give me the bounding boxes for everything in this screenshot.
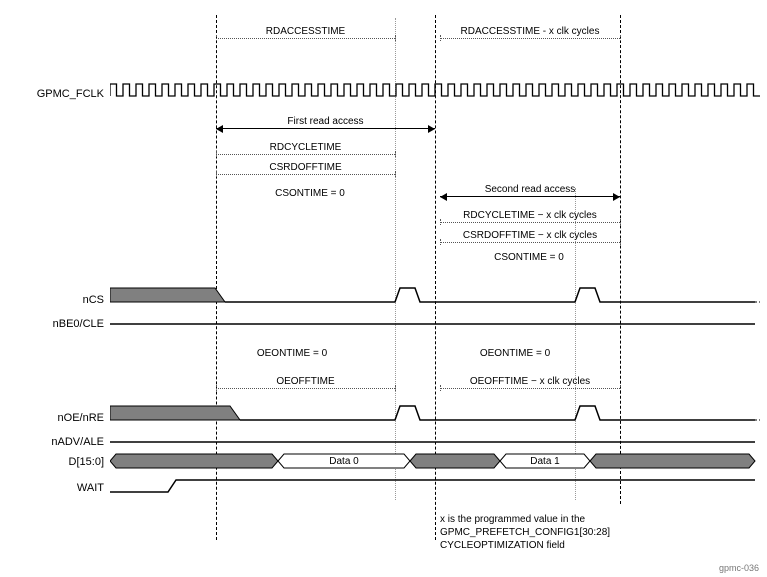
annot-11: OEONTIME = 0 xyxy=(444,348,586,359)
hdot-4 xyxy=(216,174,395,175)
figure-id: gpmc-036 xyxy=(719,563,759,573)
annot-7: RDCYCLETIME − x clk cycles xyxy=(440,210,620,221)
wave-nOEnRE xyxy=(110,404,760,426)
label-nCS: nCS xyxy=(0,294,110,306)
svg-text:Data 1: Data 1 xyxy=(530,456,560,467)
annot-6: Second read access xyxy=(440,184,620,195)
annot-2: First read access xyxy=(216,116,435,127)
label-D: D[15:0] xyxy=(0,456,110,468)
hdot-8 xyxy=(440,242,620,243)
arrow-2 xyxy=(216,128,435,129)
footer-note-2: CYCLEOPTIMIZATION field xyxy=(440,540,565,551)
svg-text:Data 0: Data 0 xyxy=(329,456,359,467)
annot-0: RDACCESSTIME xyxy=(216,26,395,37)
annot-3: RDCYCLETIME xyxy=(216,142,395,153)
footer-note-1: GPMC_PREFETCH_CONFIG1[30:28] xyxy=(440,527,610,538)
label-nBE0CLE: nBE0/CLE xyxy=(0,318,110,330)
hdot-3 xyxy=(216,154,395,155)
arrow-6 xyxy=(440,196,620,197)
annot-1: RDACCESSTIME - x clk cycles xyxy=(440,26,620,37)
annot-4: CSRDOFFTIME xyxy=(216,162,395,173)
wave-D: Data 0 Data 1 xyxy=(110,452,760,472)
label-WAIT: WAIT xyxy=(0,482,110,494)
label-nOEnRE: nOE/nRE xyxy=(0,412,110,424)
hdot-0 xyxy=(216,38,395,39)
annot-8: CSRDOFFTIME − x clk cycles xyxy=(440,230,620,241)
annot-10: OEONTIME = 0 xyxy=(222,348,362,359)
wave-WAIT xyxy=(110,476,760,496)
hdot-13 xyxy=(440,388,620,389)
label-nADVALE: nADV/ALE xyxy=(0,436,110,448)
hdot-7 xyxy=(440,222,620,223)
annot-9: CSONTIME = 0 xyxy=(458,252,600,263)
annot-12: OEOFFTIME xyxy=(216,376,395,387)
hdot-12 xyxy=(216,388,395,389)
wave-nBE0CLE xyxy=(110,318,760,326)
annot-5: CSONTIME = 0 xyxy=(240,188,380,199)
wave-nADVALE xyxy=(110,436,760,444)
wave-gpmc-fclk xyxy=(110,82,760,104)
footer-note-0: x is the programmed value in the xyxy=(440,514,585,525)
annot-13: OEOFFTIME − x clk cycles xyxy=(440,376,620,387)
wave-nCS xyxy=(110,286,760,308)
label-gpmc-fclk: GPMC_FCLK xyxy=(0,88,110,100)
hdot-1 xyxy=(440,38,620,39)
